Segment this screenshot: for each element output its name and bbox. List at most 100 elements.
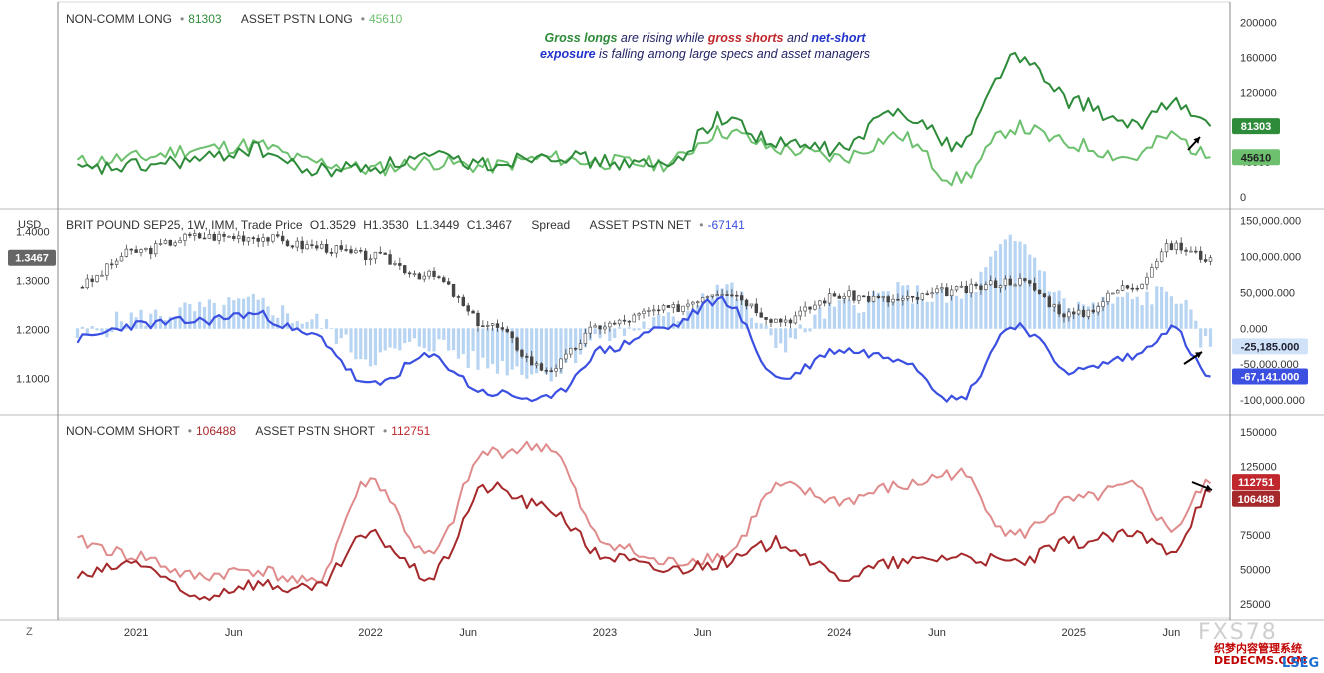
candle-body [837,295,842,299]
spread-bar [315,313,319,329]
annot-exposure: exposure [539,47,596,61]
site-watermark-1: 织梦内容管理系统 [1214,642,1302,655]
candle-body [910,295,915,298]
p2-right-tick: 100,000.000 [1240,252,1301,264]
candle-body [446,281,451,285]
p3-y-tick: 150000 [1240,427,1277,439]
candle-body [925,293,929,295]
candle-body [456,296,461,298]
spread-bar [774,328,778,349]
spread-bar [608,328,612,342]
spread-bar [285,313,290,329]
candle-body [749,303,754,307]
candle-body [842,295,846,299]
candle-body [896,298,900,301]
p3-y-tick: 50000 [1240,565,1271,577]
candle-body [1032,283,1037,291]
candle-body [959,285,964,288]
candle-body [1208,257,1213,262]
spread-bar [149,313,153,329]
spread-bar [261,297,265,329]
candle-body [119,256,124,262]
candle-body [383,252,387,255]
spread-bar [378,328,382,353]
candle-body [310,244,314,246]
candle-body [857,295,861,301]
spread-bar [564,328,568,363]
spread-bar [320,328,324,330]
spread-bar [1140,305,1144,329]
badge-noncomm-long: 81303 [1241,121,1272,133]
spread-bar [388,328,392,348]
candle-body [461,296,466,306]
spread-bar [290,322,294,329]
spread-bar [373,328,378,366]
spread-bar [212,302,216,329]
candle-body [173,242,177,246]
spread-bar [368,328,373,367]
spread-bar [422,328,426,349]
time-tick-label: 2024 [827,627,851,639]
candle-body [432,270,436,277]
candle-body [359,250,363,252]
ohlc-open: O1.3529 [309,218,356,232]
spread-bar [100,328,104,332]
spread-bar [80,326,85,329]
candle-body [520,349,524,357]
candle-body [1067,311,1071,318]
candle-body [583,332,588,344]
candle-body [847,290,851,297]
spread-bar [90,326,94,329]
candle-body [1062,313,1066,318]
candle-body [1013,284,1017,287]
candle-body [486,325,490,327]
spread-bar [354,328,358,360]
time-tick-label: 2025 [1061,627,1085,639]
ohlc-high: H1.3530 [363,218,409,232]
candle-body [232,235,236,239]
spread-bar [110,328,114,333]
candle-body [886,296,890,303]
spread-bar [383,328,387,351]
candle-body [534,363,539,366]
candle-body [188,233,192,236]
spread-bar [495,328,500,374]
spread-bar [818,307,822,329]
badge-asset-short-bg [1232,474,1280,491]
spread-bar [754,322,758,329]
spread-bar [808,328,812,332]
candle-body [427,270,431,277]
candle-body [80,286,85,289]
candle-body [144,247,148,250]
zoom-reset-button[interactable]: Z [26,626,33,638]
candle-body [871,295,876,302]
spread-bar [964,293,968,329]
spread-bar [632,328,636,331]
candle-body [735,294,739,297]
candle-body [1159,251,1164,262]
candle-body [617,319,622,325]
candle-body [876,295,881,298]
candle-body [212,234,216,241]
candle-body [656,309,661,312]
candle-body [1130,287,1135,290]
candle-body [388,254,392,265]
candle-body [139,249,143,253]
candle-body [193,233,197,236]
time-tick-label: Jun [928,627,946,639]
candle-body [564,353,568,360]
candle-body [1101,301,1105,307]
spread-bar [837,300,841,329]
candle-body [1145,276,1149,285]
candle-body [891,298,895,303]
spread-bar [124,326,128,329]
p3-y-tick: 75000 [1240,530,1271,542]
spread-bar [412,328,417,339]
candle-body [852,290,856,301]
candle-body [1169,243,1174,250]
candle-body [324,243,329,253]
candle-body [407,272,412,275]
badge-spread-bg [1232,338,1308,355]
p1-y-tick: 120000 [1240,87,1277,99]
trend-arrow-head [1195,352,1202,359]
